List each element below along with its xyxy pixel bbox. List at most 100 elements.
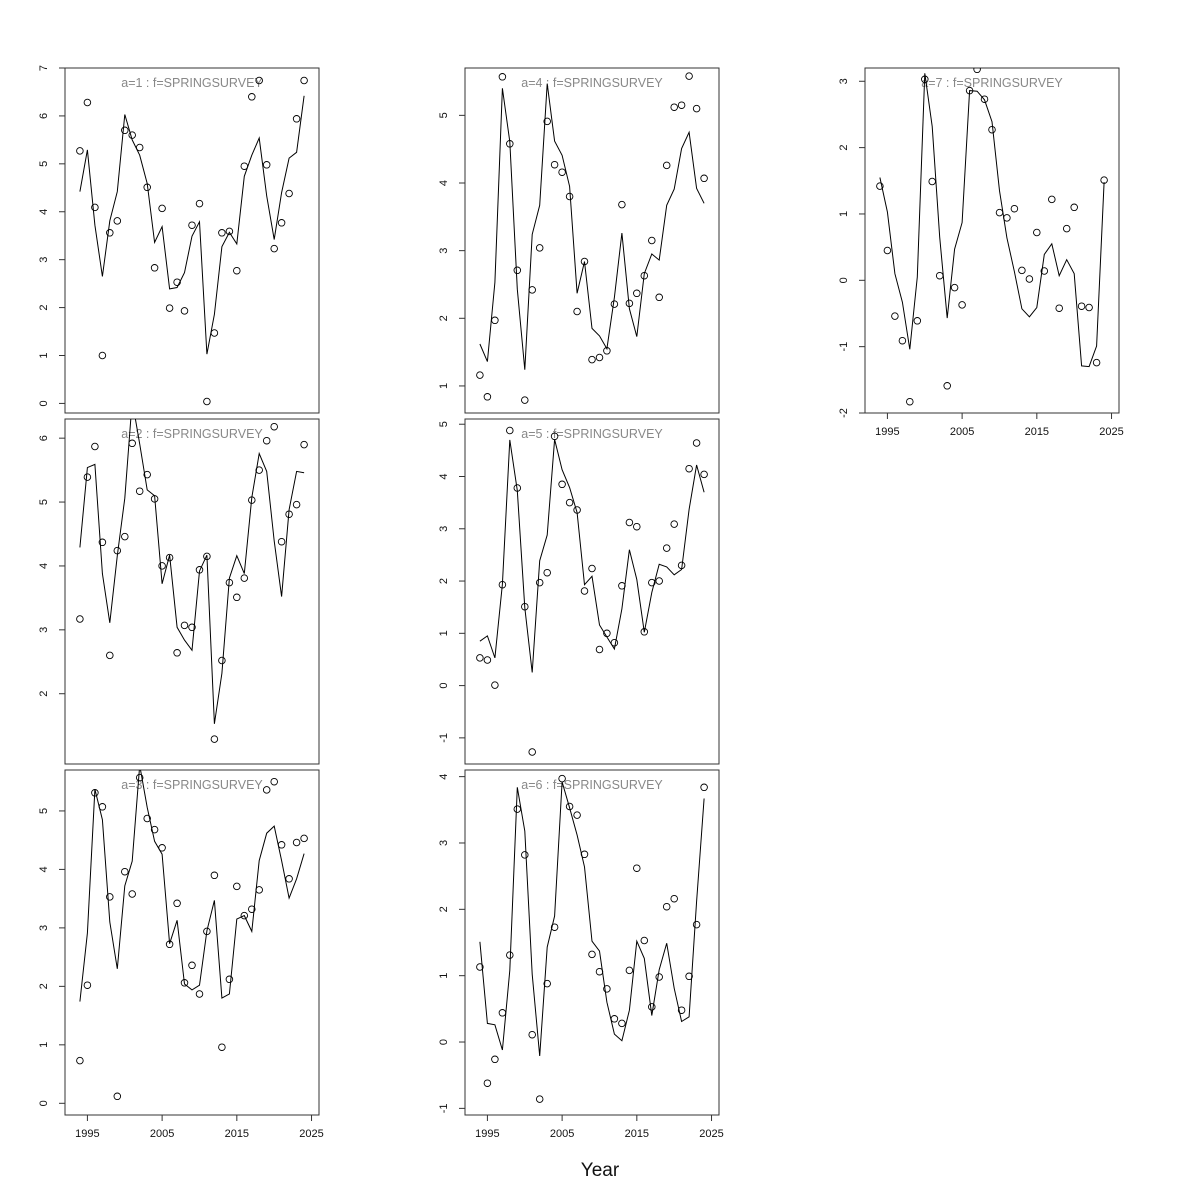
y-tick-label: 4 [38, 866, 50, 872]
observed-point [150, 825, 159, 834]
y-tick-label: 1 [438, 630, 450, 636]
y-tick-label: 2 [38, 305, 50, 311]
panel-a2: 2 3 4 5 6 a=2 : f=SPRINGSURVEY [38, 418, 320, 765]
observed-point [150, 495, 159, 503]
y-tick-label: 3 [438, 526, 450, 532]
y-tick-label: 4 [38, 563, 50, 569]
observed-point [618, 1019, 626, 1028]
observed-point [692, 104, 701, 113]
panel-frame [864, 67, 1120, 414]
observed-point [565, 802, 574, 811]
observed-point [535, 244, 544, 252]
observed-point [1048, 195, 1056, 204]
observed-point [640, 628, 649, 636]
fitted-series-line [79, 95, 305, 355]
y-tick-label: 0 [838, 277, 850, 283]
y-tick-label: 5 [38, 499, 50, 505]
panel-title: a=7 : f=SPRINGSURVEY [921, 76, 1063, 90]
panel-title: a=6 : f=SPRINGSURVEY [521, 778, 663, 792]
observed-point [143, 470, 151, 479]
observed-point [876, 182, 884, 190]
observed-point [128, 439, 136, 448]
observed-point [225, 227, 234, 236]
y-tick-label: 0 [38, 1100, 50, 1106]
panel-title: a=1 : f=SPRINGSURVEY [121, 76, 263, 90]
observed-point [588, 564, 596, 573]
plot-area [876, 68, 1108, 406]
y-tick-label: 5 [38, 808, 50, 814]
observed-point [91, 789, 99, 797]
y-tick-label: 2 [38, 983, 50, 989]
observed-point [1003, 214, 1011, 222]
observed-point [648, 578, 656, 587]
observed-point [1040, 267, 1049, 275]
observed-point [300, 834, 308, 843]
observed-point [662, 544, 671, 552]
observed-point [506, 951, 514, 959]
observed-point [135, 487, 144, 495]
panel-frame [64, 67, 320, 414]
observed-point [210, 735, 219, 743]
x-tick-label: 1995 [875, 426, 899, 438]
observed-point [662, 902, 671, 911]
observed-point [498, 580, 507, 589]
observed-point [483, 656, 492, 664]
y-tick-label: 5 [438, 112, 450, 118]
panel-title: a=2 : f=SPRINGSURVEY [121, 427, 263, 441]
observed-point [491, 681, 499, 689]
observed-point [655, 973, 663, 981]
observed-point [1055, 304, 1063, 312]
observed-point [906, 397, 914, 406]
observed-point [233, 593, 241, 602]
observed-point [195, 199, 204, 208]
observed-point [640, 936, 649, 945]
observed-point [513, 805, 522, 813]
observed-point [83, 473, 92, 481]
observed-point [240, 574, 249, 582]
observed-point [143, 183, 151, 192]
observed-point [610, 1015, 619, 1023]
observed-point [83, 981, 92, 989]
observed-point [506, 426, 514, 435]
observed-point [595, 645, 604, 654]
observed-point [195, 990, 204, 998]
observed-point [1092, 358, 1101, 367]
panel-frame [64, 769, 320, 1116]
observed-point [491, 316, 499, 325]
observed-point [498, 73, 507, 81]
observed-point [255, 76, 263, 85]
x-tick-label: 1995 [75, 1128, 99, 1140]
observed-point [498, 1009, 507, 1017]
observed-point [173, 649, 181, 657]
observed-point [528, 1030, 536, 1039]
observed-point [218, 1043, 226, 1051]
observed-point [128, 131, 136, 139]
observed-point [121, 126, 129, 135]
observed-point [588, 950, 596, 959]
observed-point [595, 967, 604, 976]
y-tick-label: 0 [438, 683, 450, 689]
observed-point [106, 229, 114, 237]
observed-point [640, 271, 649, 280]
observed-point [248, 905, 256, 913]
observed-point [158, 204, 166, 213]
observed-point [891, 312, 899, 320]
plot-area [76, 76, 308, 406]
observed-point [270, 244, 278, 253]
observed-point [292, 115, 301, 123]
observed-point [262, 786, 271, 794]
observed-point [158, 562, 166, 570]
observed-point [625, 966, 634, 975]
observed-point [558, 774, 566, 783]
y-tick-label: 3 [38, 925, 50, 931]
fitted-series-line [79, 419, 305, 724]
observed-point [988, 125, 996, 134]
y-tick-label: 6 [38, 435, 50, 441]
observed-point [535, 1095, 544, 1103]
observed-point [603, 347, 611, 355]
observed-point [928, 177, 936, 186]
observed-point [300, 440, 308, 449]
observed-point [483, 393, 492, 401]
observed-point [662, 161, 671, 170]
